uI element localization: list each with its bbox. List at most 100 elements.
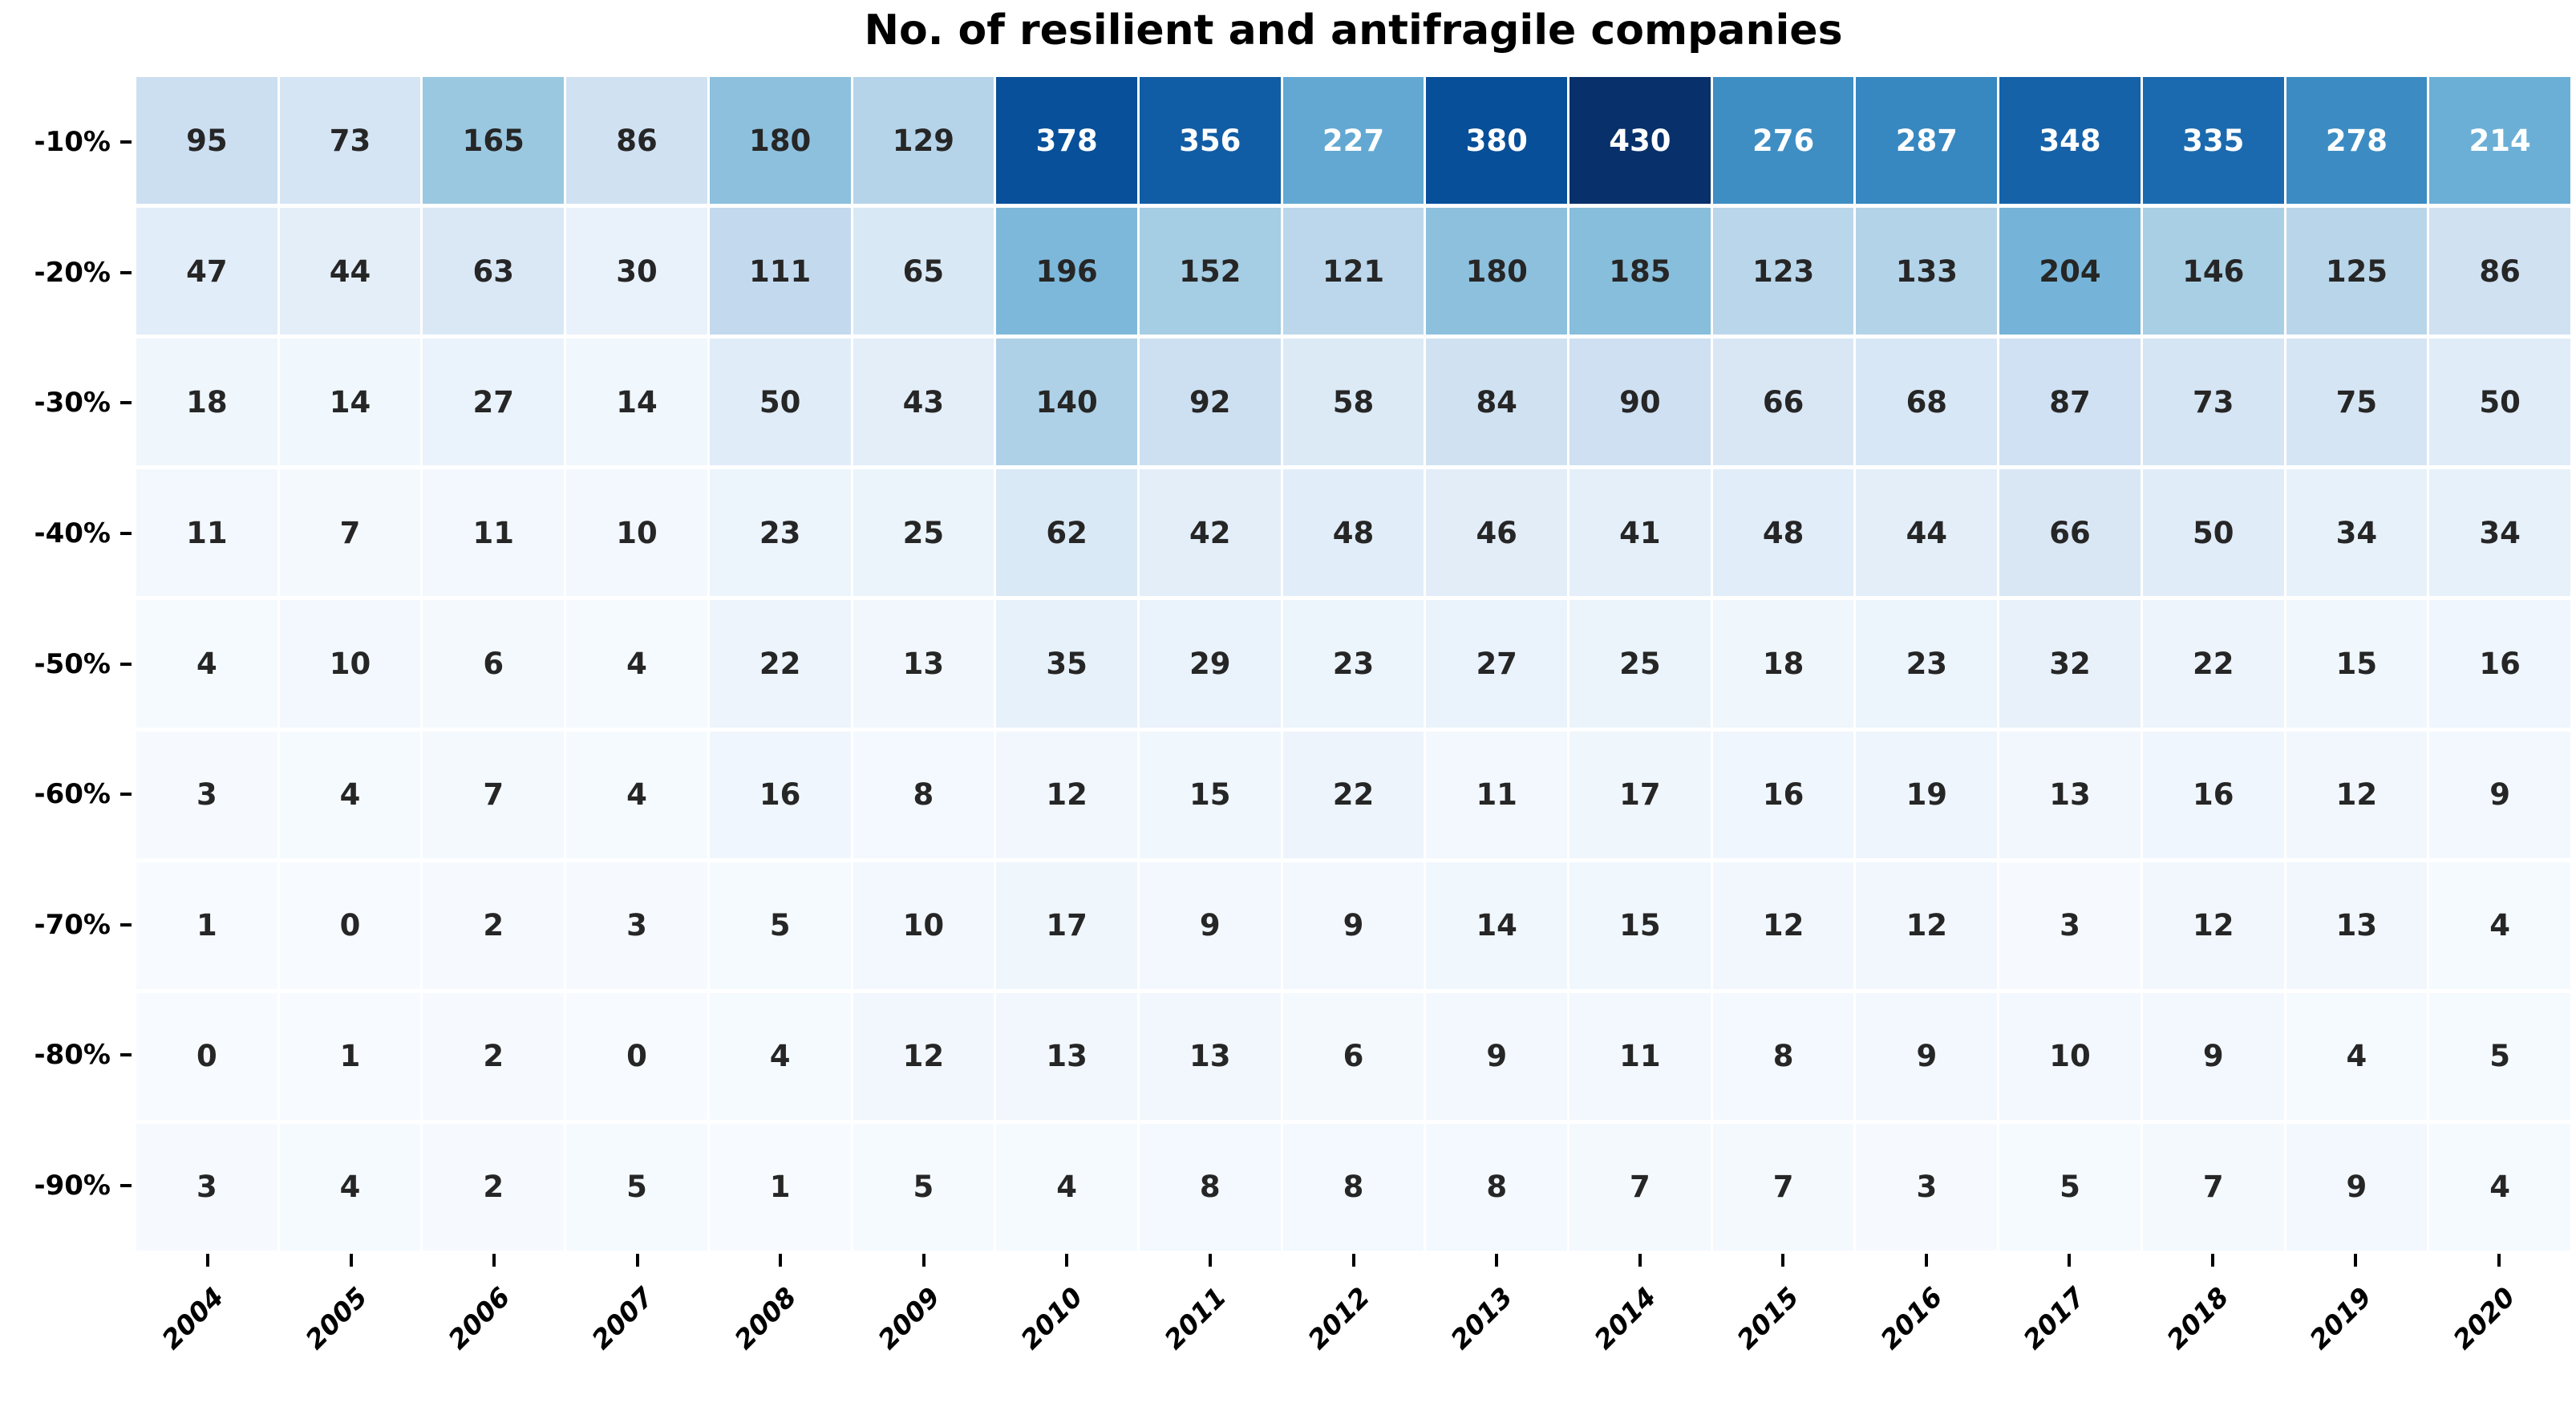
- heatmap-cell: 4: [2429, 862, 2570, 989]
- heatmap-cell: 44: [1856, 469, 1998, 597]
- heatmap-cell: 87: [1999, 339, 2141, 466]
- heatmap-cell: 11: [136, 469, 277, 597]
- x-tick-mark: [2210, 1254, 2214, 1267]
- heatmap-cell: 111: [709, 208, 851, 335]
- heatmap-cell: 14: [279, 339, 421, 466]
- heatmap-cell: 3: [136, 1123, 277, 1251]
- heatmap-cell: 8: [1426, 1123, 1568, 1251]
- heatmap-cell: 15: [1139, 731, 1281, 858]
- x-tick-label: 2014: [1587, 1281, 1663, 1356]
- heatmap-cell: 0: [279, 862, 421, 989]
- x-tick-label: 2010: [1015, 1281, 1090, 1356]
- heatmap-cell: 13: [1999, 731, 2141, 858]
- heatmap-cell: 4: [2429, 1123, 2570, 1251]
- heatmap-cell: 9: [2142, 992, 2284, 1120]
- y-tick-label: -90%: [34, 1169, 111, 1202]
- heatmap-cell: 66: [1999, 469, 2141, 597]
- heatmap-cell: 48: [1282, 469, 1424, 597]
- heatmap-cell: 125: [2286, 208, 2428, 335]
- x-tick-label: 2019: [2303, 1281, 2378, 1356]
- heatmap-cell: 5: [709, 862, 851, 989]
- heatmap-cell: 0: [566, 992, 707, 1120]
- heatmap-cell: 23: [1282, 600, 1424, 728]
- x-tick-label: 2015: [1731, 1281, 1805, 1356]
- x-tick-label: 2012: [1301, 1281, 1376, 1356]
- y-tick-mark: [120, 1183, 132, 1187]
- heatmap-cell: 35: [996, 600, 1137, 728]
- heatmap-cell: 1: [279, 992, 421, 1120]
- heatmap-cell: 73: [279, 77, 421, 205]
- heatmap-cell: 4: [996, 1123, 1137, 1251]
- y-tick-mark: [120, 662, 132, 666]
- heatmap-cell: 23: [1856, 600, 1998, 728]
- heatmap-cell: 30: [566, 208, 707, 335]
- x-tick-label: 2017: [2017, 1281, 2092, 1356]
- heatmap-cell: 66: [1712, 339, 1854, 466]
- heatmap-cell: 15: [1569, 862, 1711, 989]
- heatmap-cell: 9: [1426, 992, 1568, 1120]
- chart-title: No. of resilient and antifragile compani…: [864, 6, 1843, 55]
- heatmap-cell: 41: [1569, 469, 1711, 597]
- heatmap-cell: 3: [1999, 862, 2141, 989]
- x-tick-mark: [2497, 1254, 2501, 1267]
- heatmap-cell: 9: [1282, 862, 1424, 989]
- heatmap-cell: 348: [1999, 77, 2141, 205]
- x-tick-mark: [1065, 1254, 1069, 1267]
- heatmap-cell: 9: [1139, 862, 1281, 989]
- heatmap-cell: 50: [2429, 339, 2570, 466]
- x-tick-mark: [206, 1254, 210, 1267]
- x-tick-mark: [1638, 1254, 1642, 1267]
- heatmap-cell: 165: [423, 77, 565, 205]
- heatmap-cell: 10: [1999, 992, 2141, 1120]
- heatmap-cell: 8: [1139, 1123, 1281, 1251]
- heatmap-cell: 22: [709, 600, 851, 728]
- y-tick-label: -70%: [34, 908, 111, 941]
- heatmap-cell: 4: [279, 1123, 421, 1251]
- heatmap-cell: 185: [1569, 208, 1711, 335]
- heatmap-cell: 5: [566, 1123, 707, 1251]
- heatmap-cell: 19: [1856, 731, 1998, 858]
- heatmap-cell: 3: [566, 862, 707, 989]
- heatmap-cell: 5: [1999, 1123, 2141, 1251]
- x-tick-label: 2018: [2160, 1281, 2235, 1356]
- heatmap-cell: 12: [1712, 862, 1854, 989]
- heatmap-cell: 23: [709, 469, 851, 597]
- heatmap-cell: 4: [136, 600, 277, 728]
- heatmap-cell: 133: [1856, 208, 1998, 335]
- heatmap-cell: 68: [1856, 339, 1998, 466]
- heatmap-cell: 46: [1426, 469, 1568, 597]
- heatmap-cell: 11: [1569, 992, 1711, 1120]
- heatmap-cell: 7: [2142, 1123, 2284, 1251]
- heatmap-cell: 32: [1999, 600, 2141, 728]
- heatmap-cell: 7: [1569, 1123, 1711, 1251]
- heatmap-cell: 10: [853, 862, 994, 989]
- heatmap-cell: 43: [853, 339, 994, 466]
- heatmap-cell: 8: [853, 731, 994, 858]
- y-tick-label: -50%: [34, 647, 111, 680]
- heatmap-cell: 18: [1712, 600, 1854, 728]
- x-tick-mark: [1351, 1254, 1355, 1267]
- x-tick-label: 2013: [1444, 1281, 1519, 1356]
- heatmap-cell: 3: [136, 731, 277, 858]
- heatmap-cell: 11: [1426, 731, 1568, 858]
- x-tick-label: 2016: [1873, 1281, 1949, 1356]
- heatmap-cell: 16: [2142, 731, 2284, 858]
- heatmap-cell: 180: [1426, 208, 1568, 335]
- heatmap-cell: 34: [2429, 469, 2570, 597]
- heatmap-cell: 4: [566, 731, 707, 858]
- x-tick-mark: [1781, 1254, 1785, 1267]
- heatmap-cell: 50: [2142, 469, 2284, 597]
- heatmap-cell: 204: [1999, 208, 2141, 335]
- y-tick-label: -30%: [34, 387, 111, 420]
- heatmap-cell: 16: [2429, 600, 2570, 728]
- x-tick-mark: [349, 1254, 353, 1267]
- heatmap-cell: 22: [2142, 600, 2284, 728]
- heatmap-cell: 4: [2286, 992, 2428, 1120]
- heatmap-cell: 1: [136, 862, 277, 989]
- heatmap-cell: 335: [2142, 77, 2284, 205]
- heatmap-cell: 73: [2142, 339, 2284, 466]
- heatmap-cell: 378: [996, 77, 1137, 205]
- heatmap-cell: 6: [1282, 992, 1424, 1120]
- x-tick-label: 2005: [298, 1281, 374, 1356]
